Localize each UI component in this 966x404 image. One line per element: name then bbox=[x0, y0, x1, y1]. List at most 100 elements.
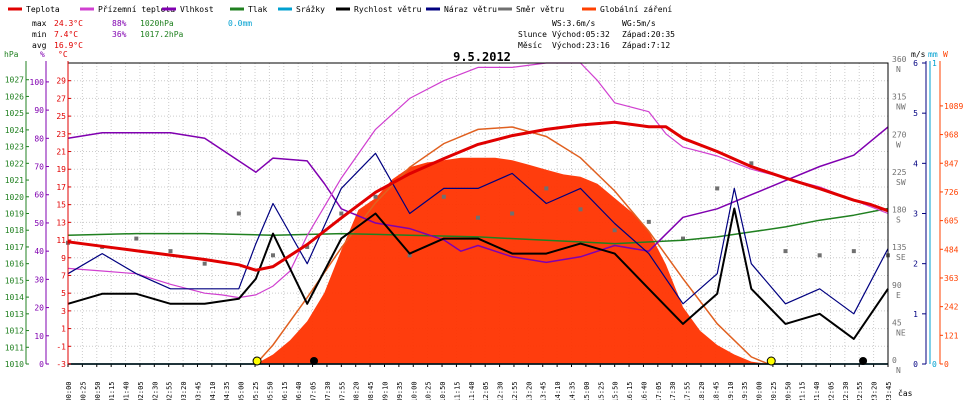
wind-direction-point bbox=[476, 215, 480, 220]
x-tick-label: 12:30 bbox=[497, 381, 505, 400]
series-line-rychlost-v-tru bbox=[67, 207, 889, 340]
x-tick-label: 19:10 bbox=[727, 381, 735, 400]
x-tick-label: 20:25 bbox=[770, 381, 778, 400]
w-axis-title: W bbox=[943, 50, 948, 59]
x-tick-label: 09:35 bbox=[396, 381, 404, 400]
x-tick-label: 06:15 bbox=[281, 381, 289, 400]
x-tick-label: 08:20 bbox=[353, 381, 361, 400]
stats-max-temp: 24.3°C bbox=[54, 19, 83, 28]
stats-avg-label: avg bbox=[32, 41, 47, 50]
x-tick-label: 04:10 bbox=[209, 381, 217, 400]
x-tick-label: 08:45 bbox=[367, 381, 375, 400]
series-line-teplota bbox=[67, 120, 889, 272]
x-tick-label: 22:05 bbox=[827, 381, 835, 400]
x-tick-label: 10:25 bbox=[425, 381, 433, 400]
degc-tick-label: 13 bbox=[56, 218, 66, 227]
wind-direction-point bbox=[305, 244, 310, 249]
stats-max-hum: 88% bbox=[112, 19, 127, 28]
wind-direction-point bbox=[407, 253, 412, 258]
winddir-tick-label: 315 bbox=[892, 93, 907, 102]
hpa-tick-label: 1023 bbox=[5, 143, 24, 152]
legend-label: Náraz větru bbox=[444, 5, 497, 14]
radiation-area bbox=[255, 157, 769, 364]
x-tick-label: 03:45 bbox=[194, 381, 202, 400]
winddir-tick-letter: S bbox=[896, 216, 901, 225]
wind-direction-point bbox=[783, 249, 788, 254]
rain-tick-label: 0 bbox=[932, 360, 937, 369]
series-line-p-zemn-teplota bbox=[67, 62, 889, 299]
stats-avg-temp: 16.9°C bbox=[54, 41, 83, 50]
degc-tick-label: 23 bbox=[56, 130, 66, 139]
pct-tick-label: 50 bbox=[34, 219, 44, 228]
degc-tick-label: -1 bbox=[56, 342, 66, 351]
series-line-n-raz-v-tru bbox=[67, 152, 889, 315]
legend-label: Globální záření bbox=[600, 5, 672, 14]
speed-tick-label: 5 bbox=[913, 109, 918, 118]
degc-tick-label: 27 bbox=[56, 94, 66, 103]
x-tick-label: 20:00 bbox=[756, 381, 764, 400]
legend-label: Rychlost větru bbox=[354, 5, 422, 14]
pct-tick-label: 90 bbox=[34, 106, 44, 115]
sun-rise: Východ:05:32 bbox=[552, 30, 610, 39]
radiation-tick-label: 1089 bbox=[944, 102, 963, 111]
degc-tick-label: 5 bbox=[61, 289, 66, 298]
x-tick-label: 15:25 bbox=[597, 381, 605, 400]
x-tick-label: 06:40 bbox=[295, 381, 303, 400]
pct-tick-label: 80 bbox=[34, 134, 44, 143]
wind-wg: WG:5m/s bbox=[622, 19, 656, 28]
pct-tick-label: 60 bbox=[34, 191, 44, 200]
x-tick-label: 01:40 bbox=[123, 381, 131, 400]
x-axis-title: čas bbox=[898, 388, 913, 398]
moon-rise: Východ:23:16 bbox=[552, 41, 610, 50]
winddir-tick-label: 45 bbox=[892, 318, 902, 327]
winddir-tick-letter: SW bbox=[896, 178, 906, 187]
sun-marker bbox=[252, 356, 262, 366]
moon-marker bbox=[310, 357, 318, 365]
legend-label: Směr větru bbox=[516, 5, 564, 14]
x-tick-label: 20:50 bbox=[784, 381, 792, 400]
wind-direction-point bbox=[715, 186, 720, 191]
moon-set: Západ:7:12 bbox=[622, 41, 670, 50]
x-tick-label: 17:55 bbox=[684, 381, 692, 400]
pct-axis-title: % bbox=[40, 50, 45, 59]
x-tick-label: 00:25 bbox=[79, 381, 87, 400]
pct-tick-label: 40 bbox=[34, 247, 44, 256]
degc-tick-label: 17 bbox=[56, 183, 66, 192]
stats-min-press: 1017.2hPa bbox=[140, 30, 184, 39]
x-tick-label: 15:00 bbox=[583, 381, 591, 400]
x-tick-label: 22:30 bbox=[842, 381, 850, 400]
winddir-tick-label: 180 bbox=[892, 206, 907, 215]
x-tick-label: 05:00 bbox=[238, 381, 246, 400]
legend-label: Tlak bbox=[248, 5, 267, 14]
wind-direction-point bbox=[612, 228, 617, 233]
x-tick-label: 12:05 bbox=[482, 381, 490, 400]
degc-tick-label: -3 bbox=[56, 360, 66, 369]
hpa-tick-label: 1018 bbox=[5, 226, 24, 235]
winddir-tick-label: 360 bbox=[892, 55, 907, 64]
hpa-tick-label: 1019 bbox=[5, 210, 24, 219]
winddir-tick-letter: NW bbox=[896, 103, 906, 112]
radiation-tick-label: 968 bbox=[944, 131, 959, 140]
speed-tick-label: 4 bbox=[913, 159, 918, 168]
legend-label: Přízemní teplota bbox=[98, 5, 175, 14]
degc-tick-label: 21 bbox=[56, 148, 66, 157]
hpa-tick-label: 1026 bbox=[5, 92, 24, 101]
radiation-tick-label: 847 bbox=[944, 159, 959, 168]
x-tick-label: 13:45 bbox=[540, 381, 548, 400]
wind-direction-point bbox=[544, 186, 549, 191]
x-tick-label: 19:35 bbox=[741, 381, 749, 400]
series-line-tlak bbox=[67, 207, 889, 245]
x-tick-label: 03:20 bbox=[180, 381, 188, 400]
x-tick-label: 18:45 bbox=[712, 381, 720, 400]
stats-max-rain: 0.0mm bbox=[228, 19, 252, 28]
wind-ws: WS:3.6m/s bbox=[552, 19, 596, 28]
legend-label: Vlhkost bbox=[180, 5, 214, 14]
hpa-tick-label: 1020 bbox=[5, 193, 24, 202]
x-tick-label: 11:15 bbox=[453, 381, 461, 400]
x-tick-label: 04:35 bbox=[223, 381, 231, 400]
wind-direction-point bbox=[202, 261, 207, 266]
degc-tick-label: 19 bbox=[56, 165, 66, 174]
x-tick-label: 16:15 bbox=[626, 381, 634, 400]
wind-direction-point bbox=[749, 161, 754, 166]
stats-min-hum: 36% bbox=[112, 30, 127, 39]
